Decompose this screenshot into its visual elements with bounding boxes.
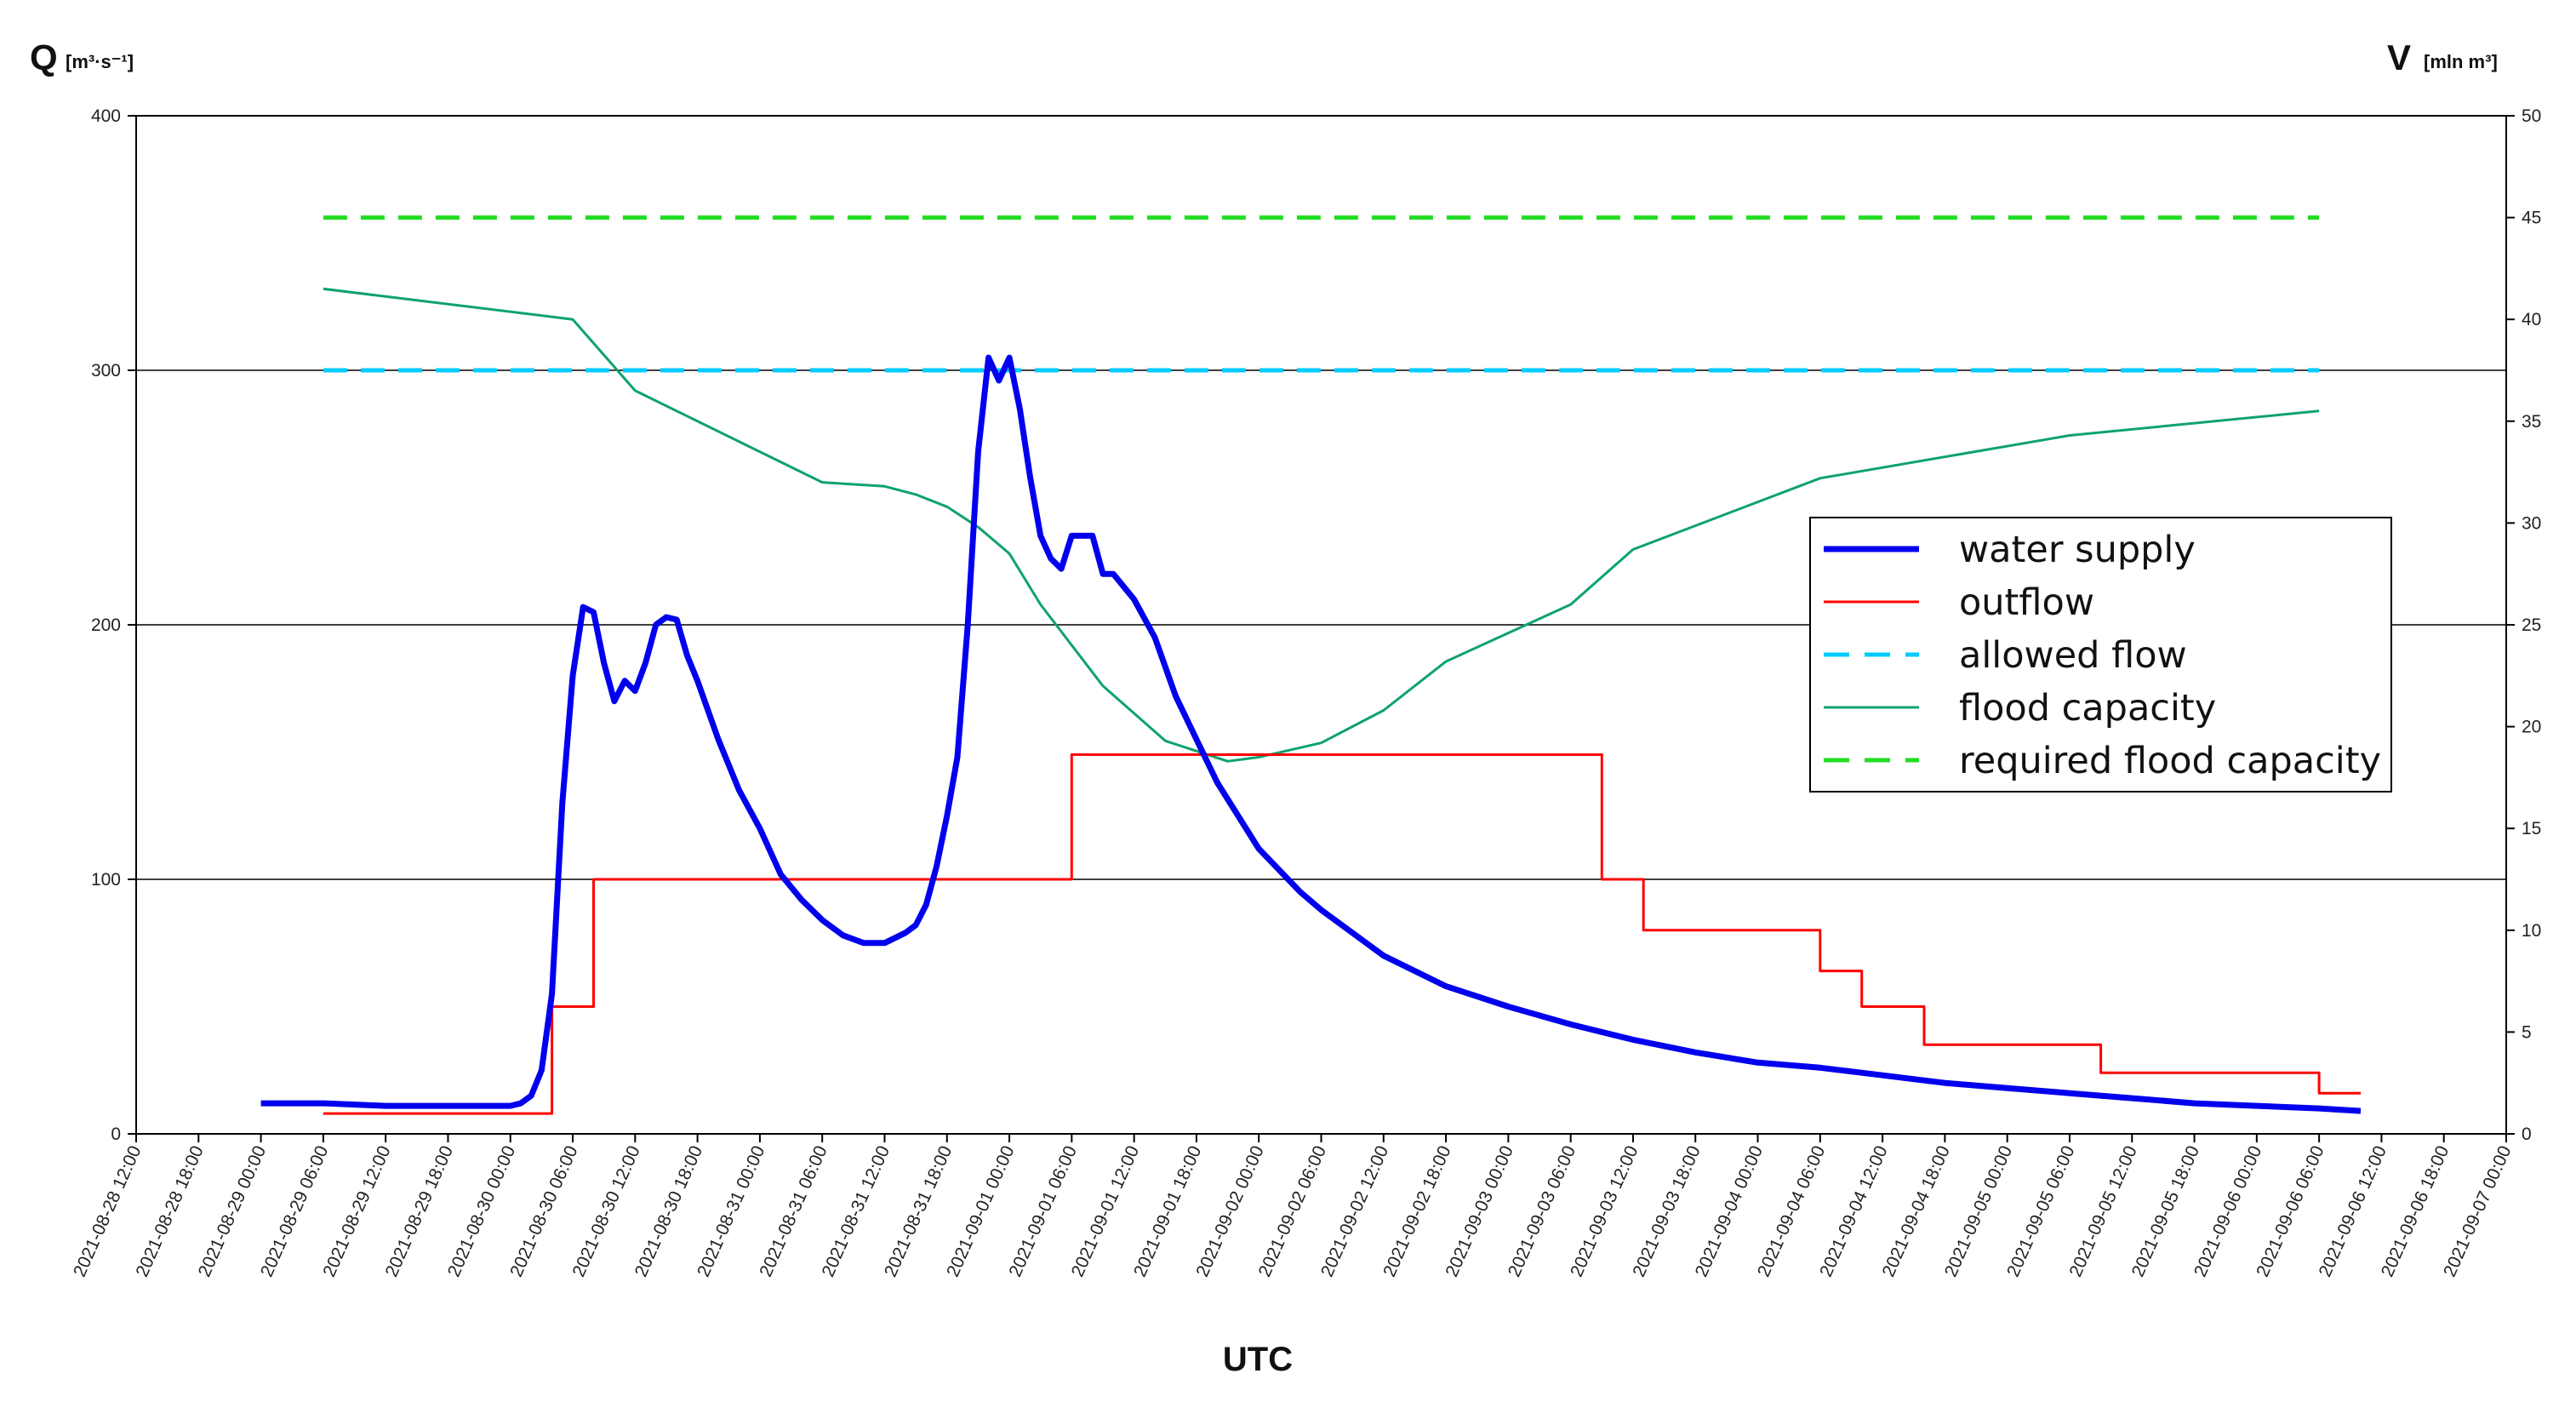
y-right-tick-label: 50 xyxy=(2522,106,2541,126)
y-axis-left: 0 100 200 300 400 xyxy=(91,106,136,1144)
y-right-tick-label: 45 xyxy=(2522,209,2541,228)
y-left-tick-label: 0 xyxy=(111,1124,121,1144)
x-tick-label: 2021-08-29 06:00 xyxy=(257,1143,332,1280)
x-tick-label: 2021-09-06 00:00 xyxy=(2190,1143,2265,1280)
series-line-outflow xyxy=(323,753,2361,1115)
x-tick-label: 2021-09-03 18:00 xyxy=(1629,1143,1704,1280)
x-tick-label: 2021-09-07 00:00 xyxy=(2440,1143,2515,1280)
x-tick-label: 2021-09-01 12:00 xyxy=(1068,1143,1143,1280)
x-tick-label: 2021-09-06 18:00 xyxy=(2378,1143,2453,1280)
legend-label: outflow xyxy=(1959,581,2094,624)
x-tick-label: 2021-09-02 18:00 xyxy=(1379,1143,1454,1280)
x-tick-label: 2021-09-01 06:00 xyxy=(1005,1143,1080,1280)
x-tick-label: 2021-09-03 00:00 xyxy=(1442,1143,1516,1280)
y-left-tick-label: 200 xyxy=(91,615,121,635)
y-right-tick-label: 40 xyxy=(2522,310,2541,329)
y-right-tick-label: 25 xyxy=(2522,615,2541,635)
x-tick-label: 2021-08-31 06:00 xyxy=(756,1143,831,1280)
x-tick-label: 2021-09-04 12:00 xyxy=(1816,1143,1891,1280)
x-axis-title: UTC xyxy=(1223,1341,1293,1378)
y-axis-left-title: Q xyxy=(30,37,58,77)
x-tick-label: 2021-09-02 00:00 xyxy=(1192,1143,1267,1280)
y-left-tick-label: 300 xyxy=(91,361,121,381)
legend-label: allowed flow xyxy=(1959,634,2187,677)
x-tick-label: 2021-09-02 12:00 xyxy=(1317,1143,1392,1280)
x-tick-label: 2021-09-04 00:00 xyxy=(1692,1143,1767,1280)
x-tick-label: 2021-09-03 12:00 xyxy=(1567,1143,1642,1280)
x-tick-label: 2021-09-04 06:00 xyxy=(1754,1143,1829,1280)
y-right-tick-label: 20 xyxy=(2522,718,2541,737)
y-axis-right: 0 5 10 15 20 25 30 35 40 45 50 xyxy=(2506,106,2541,1144)
x-tick-label: 2021-08-30 06:00 xyxy=(506,1143,581,1280)
x-tick-label: 2021-09-02 06:00 xyxy=(1255,1143,1330,1280)
series-line-flood-capacity xyxy=(323,287,2320,763)
y-axis-left-unit: [m³·s⁻¹] xyxy=(66,51,134,72)
legend: water supply outflow allowed flow flood cap… xyxy=(1809,517,2392,793)
y-left-tick-label: 100 xyxy=(91,870,121,890)
y-right-tick-label: 10 xyxy=(2522,921,2541,941)
y-axis-right-unit: [mln m³] xyxy=(2424,51,2498,72)
x-tick-label: 2021-09-01 18:00 xyxy=(1130,1143,1205,1280)
legend-label: required flood capacity xyxy=(1959,740,2381,782)
x-tick-label: 2021-09-06 12:00 xyxy=(2316,1143,2390,1280)
x-tick-label: 2021-08-29 18:00 xyxy=(382,1143,457,1280)
x-tick-label: 2021-09-05 12:00 xyxy=(2065,1143,2140,1280)
y-right-tick-label: 0 xyxy=(2522,1124,2532,1144)
x-tick-label: 2021-09-04 18:00 xyxy=(1879,1143,1954,1280)
x-tick-label: 2021-08-29 12:00 xyxy=(319,1143,394,1280)
legend-label: flood capacity xyxy=(1959,687,2216,730)
x-tick-label: 2021-08-31 18:00 xyxy=(881,1143,956,1280)
x-tick-label: 2021-08-31 00:00 xyxy=(694,1143,768,1280)
y-right-tick-label: 15 xyxy=(2522,819,2541,838)
x-tick-label: 2021-08-28 12:00 xyxy=(70,1143,145,1280)
x-tick-label: 2021-09-03 06:00 xyxy=(1505,1143,1579,1280)
x-tick-label: 2021-09-01 00:00 xyxy=(943,1143,1018,1280)
series-layer xyxy=(260,215,2362,1115)
x-tick-label: 2021-09-06 06:00 xyxy=(2253,1143,2328,1280)
y-right-tick-label: 5 xyxy=(2522,1022,2532,1042)
y-right-tick-label: 35 xyxy=(2522,412,2541,432)
legend-label: water supply xyxy=(1959,529,2196,571)
series-line-water-supply xyxy=(260,354,2362,1114)
x-tick-label: 2021-08-30 12:00 xyxy=(568,1143,643,1280)
y-right-tick-label: 30 xyxy=(2522,513,2541,533)
y-axis-right-title: V xyxy=(2387,37,2411,77)
x-tick-label: 2021-09-05 00:00 xyxy=(1941,1143,2016,1280)
x-tick-label: 2021-08-29 00:00 xyxy=(195,1143,270,1280)
x-tick-label: 2021-09-05 06:00 xyxy=(2003,1143,2078,1280)
x-tick-label: 2021-08-28 18:00 xyxy=(132,1143,207,1280)
x-tick-label: 2021-08-31 12:00 xyxy=(819,1143,894,1280)
y-left-tick-label: 400 xyxy=(91,106,121,126)
x-tick-label: 2021-08-30 00:00 xyxy=(444,1143,519,1280)
x-tick-label: 2021-08-30 18:00 xyxy=(631,1143,706,1280)
x-tick-label: 2021-09-05 18:00 xyxy=(2128,1143,2203,1280)
